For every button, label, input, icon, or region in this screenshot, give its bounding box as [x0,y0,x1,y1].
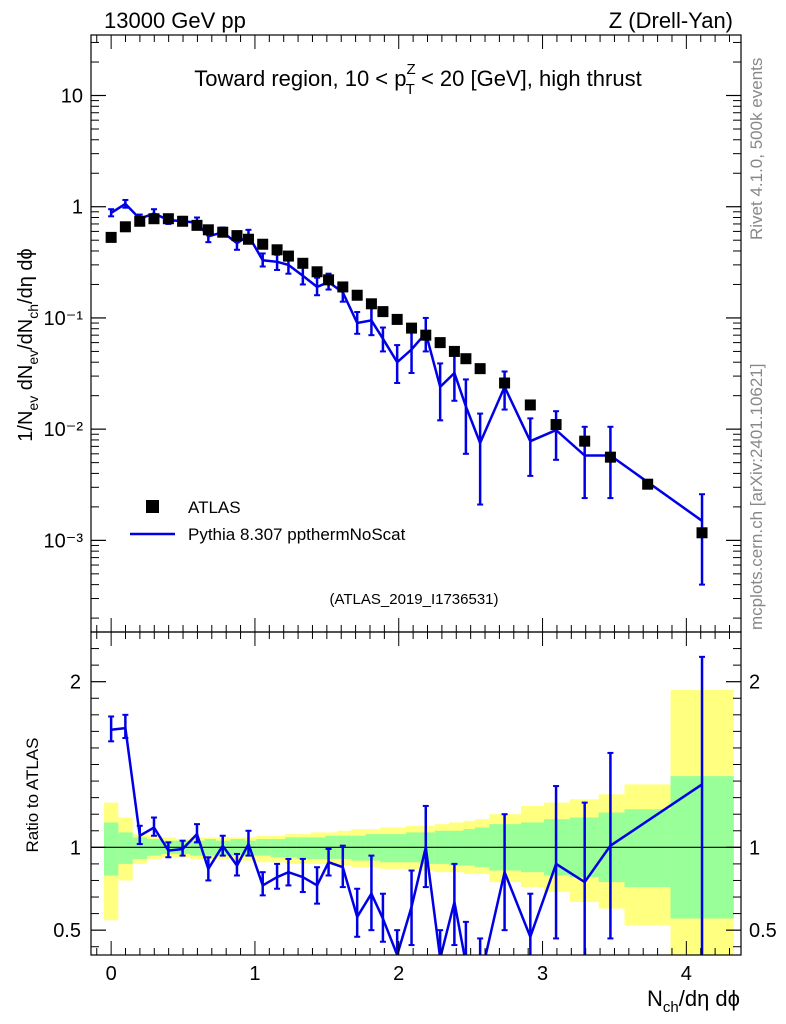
x-tick-label: 1 [249,963,260,985]
ratio-green-band [132,837,148,859]
plot-title: Toward region, 10 < pZ T < 20 [GeV], high… [194,61,641,98]
ratio-green-band [270,839,286,858]
atlas-data-point [604,451,616,463]
legend-atlas-label: ATLAS [188,498,241,517]
ratio-y-tick-label-right: 1 [749,837,760,859]
ratio-green-band [311,837,326,859]
main-plot-area [105,198,708,586]
main-y-ticks: 10 1 10⁻¹ 10⁻² 10⁻³ [44,35,741,632]
process-label: Z (Drell-Yan) [609,8,733,33]
ratio-green-band [296,837,312,859]
atlas-data-point [337,281,349,293]
ratio-green-band [351,835,366,861]
atlas-data-point [202,224,214,236]
ratio-axes-ticks: 0.5 0.5 1 1 2 2 0 1 2 3 4 [53,632,777,985]
main-y-tick-label: 10⁻¹ [44,308,84,330]
atlas-data-point [105,231,117,243]
main-y-tick-label: 10⁻² [44,419,84,441]
x-tick-label: 0 [106,963,117,985]
ratio-y-tick-label: 2 [70,672,81,694]
rivet-version-label: Rivet 4.1.0, 500k events [747,58,766,240]
atlas-data-point [696,527,708,539]
x-axis-label: Nch/dη dϕ [647,986,740,1016]
ratio-plot-area [91,655,741,955]
atlas-data-point [448,345,460,357]
x-tick-label: 2 [393,963,404,985]
pythia-series-line [110,202,703,522]
atlas-data-point [642,478,654,490]
title-sup: Z [407,61,416,78]
atlas-data-point [474,363,486,375]
atlas-data-point [434,337,446,349]
main-y-axis-label: 1/Nev dNev/dNch/dη dϕ [15,248,41,441]
main-y-tick-label: 1 [72,197,83,219]
title-sub: T [406,81,415,98]
atlas-data-point [377,306,389,318]
atlas-data-point [460,353,472,365]
atlas-data-point [406,322,418,334]
atlas-data-point [242,233,254,245]
main-y-tick-label: 10 [61,86,83,108]
x-tick-label: 3 [537,963,548,985]
atlas-data-point [217,226,229,238]
mcplots-label: mcplots.cern.ch [arXiv:2401.10621] [747,364,766,630]
atlas-data-point [148,213,160,225]
atlas-data-point [351,289,363,301]
atlas-data-point [297,257,309,269]
ratio-y-tick-label: 0.5 [53,920,81,942]
atlas-data-point [162,213,174,225]
ratio-green-band [380,834,392,863]
ratio-frame [90,631,742,956]
analysis-id: (ATLAS_2019_I1736531) [329,591,498,608]
energy-label: 13000 GeV pp [104,8,246,33]
atlas-data-point [282,250,294,262]
atlas-data-point [365,298,377,310]
atlas-data-point [231,230,243,242]
ratio-y-tick-label-right: 2 [749,672,760,694]
legend-pythia-label: Pythia 8.307 ppthermNoScat [188,525,406,544]
title-part-2: < 20 [GeV], high thrust [415,66,642,91]
main-y-tick-label: 10⁻³ [44,530,84,552]
atlas-data-point [550,419,562,431]
atlas-data-point [134,215,146,227]
ratio-y-tick-label-right: 0.5 [749,920,777,942]
ratio-green-band [449,830,464,866]
ratio-y-tick-label: 1 [70,837,81,859]
legend: ATLAS Pythia 8.307 ppthermNoScat [130,498,406,544]
atlas-data-point [191,219,203,231]
atlas-data-point [177,215,189,227]
ratio-y-axis-label: Ratio to ATLAS [23,738,42,853]
atlas-data-point [420,329,432,341]
legend-atlas-marker [146,500,159,513]
atlas-data-point [119,221,131,233]
ratio-green-band [103,822,119,876]
atlas-data-point [271,244,283,256]
ratio-series-line [110,726,703,955]
x-tick-label: 4 [681,963,692,985]
atlas-data-point [311,266,323,278]
atlas-data-point [323,274,335,286]
atlas-data-point [391,313,403,325]
title-part-1: Toward region, 10 < p [194,66,406,91]
ratio-green-band [391,834,406,863]
ratio-green-band [118,832,133,864]
atlas-data-point [524,399,536,411]
atlas-data-point [579,435,591,447]
atlas-data-point [499,377,511,389]
atlas-data-point [257,238,269,250]
